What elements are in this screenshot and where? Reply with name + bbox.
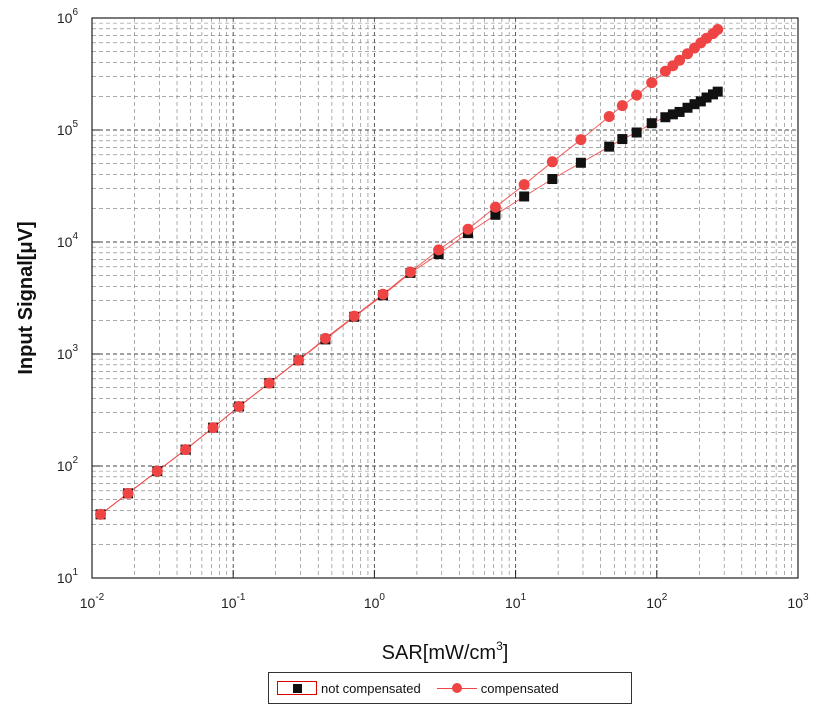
- data-point-compensated: [95, 508, 107, 520]
- x-tick-label: 101: [505, 592, 527, 611]
- data-point-compensated: [462, 223, 474, 235]
- data-point-compensated: [151, 465, 163, 477]
- grid: [92, 18, 798, 578]
- data-point-not-compensated: [682, 102, 693, 113]
- data-point-compensated: [319, 332, 331, 344]
- y-tick-label: 106: [57, 7, 79, 26]
- data-point-not-compensated: [712, 86, 723, 97]
- data-point-compensated: [631, 89, 643, 101]
- x-tick-label: 10-2: [80, 592, 105, 611]
- data-point-not-compensated: [490, 209, 501, 220]
- data-point-compensated: [404, 266, 416, 278]
- data-point-compensated: [377, 288, 389, 300]
- circle-marker-icon: [436, 681, 477, 695]
- data-point-not-compensated: [617, 134, 628, 145]
- data-point-compensated: [292, 354, 304, 366]
- data-point-compensated: [616, 100, 628, 112]
- data-point-not-compensated: [547, 174, 558, 185]
- y-tick-label: 104: [57, 231, 79, 250]
- data-point-compensated: [518, 179, 530, 191]
- x-tick-label: 102: [646, 592, 668, 611]
- data-point-compensated: [712, 23, 724, 35]
- data-point-compensated: [207, 422, 219, 434]
- x-tick-label: 103: [787, 592, 809, 611]
- data-point-compensated: [180, 444, 192, 456]
- legend: not compensated compensated: [268, 672, 632, 704]
- data-point-not-compensated: [695, 96, 706, 107]
- plot-frame: [91, 17, 799, 579]
- data-point-not-compensated: [575, 157, 586, 168]
- data-point-compensated: [674, 54, 686, 66]
- series-markers: [95, 23, 724, 520]
- data-point-compensated: [348, 310, 360, 322]
- legend-label-not-compensated: not compensated: [321, 680, 421, 696]
- data-point-not-compensated: [667, 109, 678, 120]
- data-point-not-compensated: [646, 118, 657, 129]
- data-point-compensated: [433, 244, 445, 256]
- y-tick-label: 102: [57, 455, 79, 474]
- y-tick-label: 101: [57, 567, 79, 586]
- axis-ticks: 10-2 10-1 100 101 102 103 101 102 103 104 105 106: [57, 7, 809, 611]
- data-point-compensated: [263, 377, 275, 389]
- x-axis-title: SAR[mW/cm3]: [382, 639, 509, 664]
- legend-item-compensated: compensated: [436, 680, 559, 696]
- data-point-compensated: [646, 77, 658, 89]
- legend-item-not-compensated: not compensated: [277, 681, 421, 696]
- data-point-compensated: [489, 201, 501, 213]
- data-point-not-compensated: [701, 92, 712, 103]
- data-point-not-compensated: [689, 99, 700, 110]
- data-point-not-compensated: [674, 106, 685, 117]
- data-point-not-compensated: [519, 191, 530, 202]
- y-tick-label: 105: [57, 119, 79, 138]
- x-tick-label: 10-1: [221, 592, 246, 611]
- y-axis-title: Input Signal[μV]: [15, 221, 37, 374]
- data-point-compensated: [546, 156, 558, 168]
- data-point-compensated: [575, 134, 587, 146]
- square-marker-icon: [277, 681, 317, 695]
- y-tick-label: 103: [57, 343, 79, 362]
- data-point-compensated: [603, 110, 615, 122]
- data-point-not-compensated: [660, 112, 671, 123]
- data-point-not-compensated: [631, 127, 642, 138]
- x-tick-label: 100: [364, 592, 386, 611]
- data-point-compensated: [122, 487, 134, 499]
- data-point-compensated: [233, 400, 245, 412]
- legend-label-compensated: compensated: [480, 680, 559, 696]
- data-point-not-compensated: [604, 141, 615, 152]
